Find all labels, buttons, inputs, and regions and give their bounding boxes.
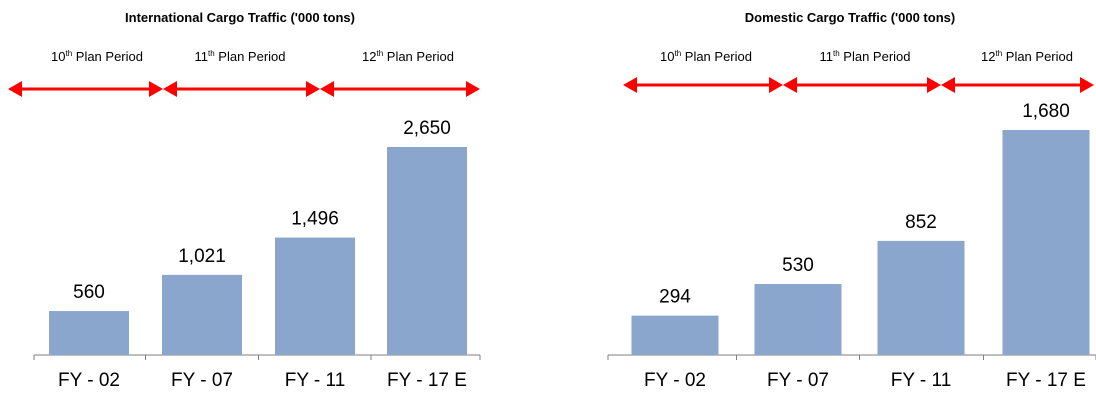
domestic-cargo-chart: Domestic Cargo Traffic ('000 tons) 10th … [590, 0, 1096, 395]
arrow-head-left [163, 81, 177, 97]
arrow-head-left [8, 81, 22, 97]
bar-value-label: 294 [659, 287, 691, 308]
chart-plot-area: 294 FY - 02 530 FY - 07 852 FY - 11 1,680 FY - … [607, 77, 1096, 391]
bar [162, 274, 242, 355]
arrow-head-left [623, 77, 637, 93]
plan-period-11-label: 11th Plan Period [819, 49, 911, 64]
category-label: FY - 07 [171, 370, 233, 391]
category-label: FY - 02 [644, 370, 706, 391]
arrow-head-right [149, 81, 163, 97]
plan-period-arrow [941, 77, 1094, 93]
category-label: FY - 11 [891, 370, 952, 391]
category-label: FY - 11 [285, 370, 346, 391]
bar [877, 240, 965, 355]
arrow-head-left [783, 77, 797, 93]
bar [1002, 130, 1090, 355]
international-cargo-chart: International Cargo Traffic ('000 tons) … [0, 0, 520, 395]
plan-period-11-label: 11th Plan Period [194, 49, 286, 64]
bar-value-label: 530 [782, 255, 814, 276]
bar-value-label: 1,680 [1022, 101, 1070, 122]
plan-period-arrow [320, 81, 480, 97]
arrow-head-right [927, 77, 941, 93]
chart-plot-area: 560 FY - 02 1,021 FY - 07 1,496 FY - 11 2,650 F… [8, 81, 481, 391]
category-label: FY - 17 E [387, 370, 467, 391]
bar [275, 237, 355, 355]
bar [387, 147, 467, 355]
bar [631, 315, 719, 355]
bar-value-label: 560 [73, 282, 105, 303]
chart-title: International Cargo Traffic ('000 tons) [125, 10, 355, 25]
bar-value-label: 2,650 [403, 118, 451, 139]
arrow-head-right [466, 81, 480, 97]
plan-period-arrow [8, 81, 163, 97]
bar [49, 311, 129, 355]
plan-period-10-label: 10th Plan Period [660, 49, 752, 64]
bar-value-label: 1,496 [291, 209, 339, 230]
category-label: FY - 07 [767, 370, 829, 391]
category-label: FY - 17 E [1006, 370, 1086, 391]
plan-period-12-label: 12th Plan Period [362, 49, 454, 64]
arrow-head-right [1080, 77, 1094, 93]
chart-title: Domestic Cargo Traffic ('000 tons) [744, 10, 956, 25]
plan-period-10-label: 10th Plan Period [51, 49, 143, 64]
category-label: FY - 02 [58, 370, 120, 391]
arrow-head-left [941, 77, 955, 93]
plan-period-12-label: 12th Plan Period [981, 49, 1073, 64]
arrow-head-right [306, 81, 320, 97]
plan-period-arrow [783, 77, 941, 93]
bar [754, 284, 842, 355]
arrow-head-right [769, 77, 783, 93]
bar-value-label: 852 [905, 212, 937, 233]
bar-value-label: 1,021 [178, 246, 226, 267]
arrow-head-left [320, 81, 334, 97]
plan-period-arrow [163, 81, 320, 97]
plan-period-arrow [623, 77, 783, 93]
